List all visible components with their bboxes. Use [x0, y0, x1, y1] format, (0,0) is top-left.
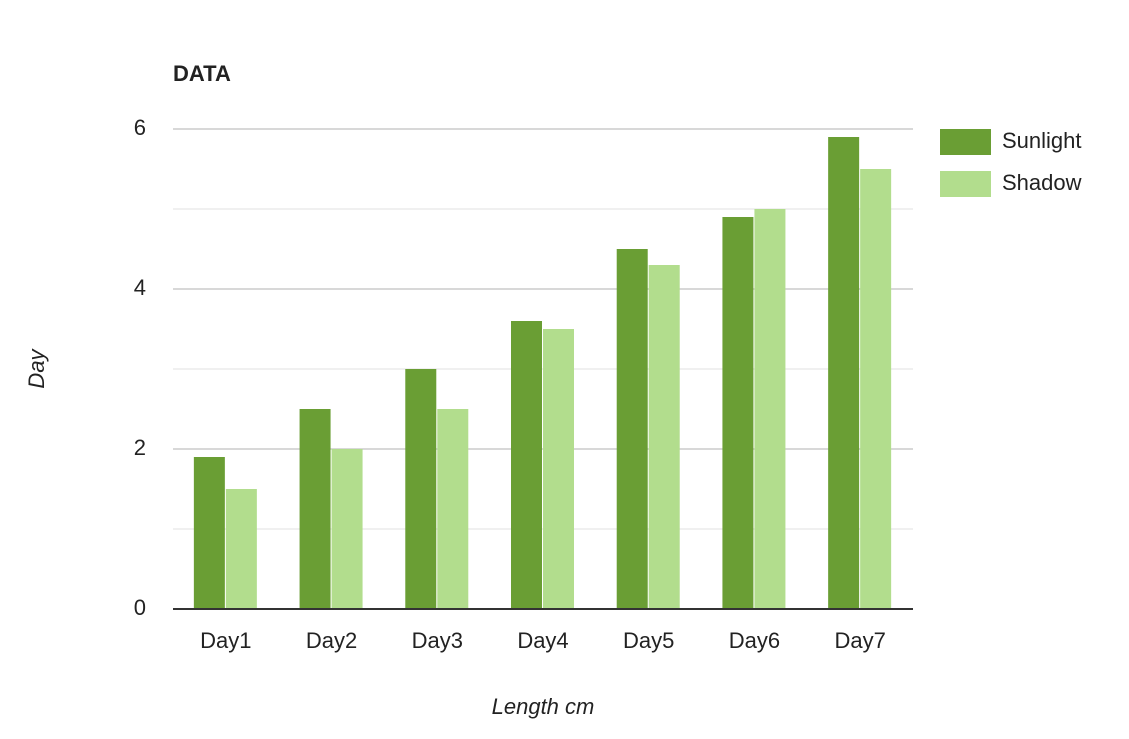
bar: [405, 369, 437, 609]
legend-label: Sunlight: [1002, 128, 1082, 153]
y-tick-label: 4: [134, 275, 146, 300]
y-axis-label: Day: [24, 347, 49, 388]
bar: [543, 329, 574, 609]
y-tick-label: 0: [134, 595, 146, 620]
bar: [722, 217, 754, 609]
y-tick-label: 6: [134, 115, 146, 140]
bar: [860, 169, 892, 609]
bar: [754, 209, 786, 609]
x-axis-label: Length cm: [492, 694, 595, 719]
x-tick-label: Day2: [306, 628, 357, 653]
bar: [616, 249, 648, 609]
bar: [299, 409, 331, 609]
bar: [828, 137, 860, 609]
x-tick-label: Day6: [729, 628, 780, 653]
bar: [511, 321, 542, 609]
legend-swatch: [940, 129, 991, 155]
legend-swatch: [940, 171, 991, 197]
x-tick-label: Day7: [834, 628, 885, 653]
x-tick-label: Day1: [200, 628, 251, 653]
x-tick-label: Day4: [517, 628, 568, 653]
bar: [648, 265, 680, 609]
bar: [437, 409, 469, 609]
bar: [331, 449, 363, 609]
bar: [225, 489, 257, 609]
x-tick-label: Day3: [412, 628, 463, 653]
legend-label: Shadow: [1002, 170, 1082, 195]
chart-title: DATA: [173, 61, 231, 86]
x-tick-label: Day5: [623, 628, 674, 653]
y-tick-label: 2: [134, 435, 146, 460]
bar: [193, 457, 225, 609]
